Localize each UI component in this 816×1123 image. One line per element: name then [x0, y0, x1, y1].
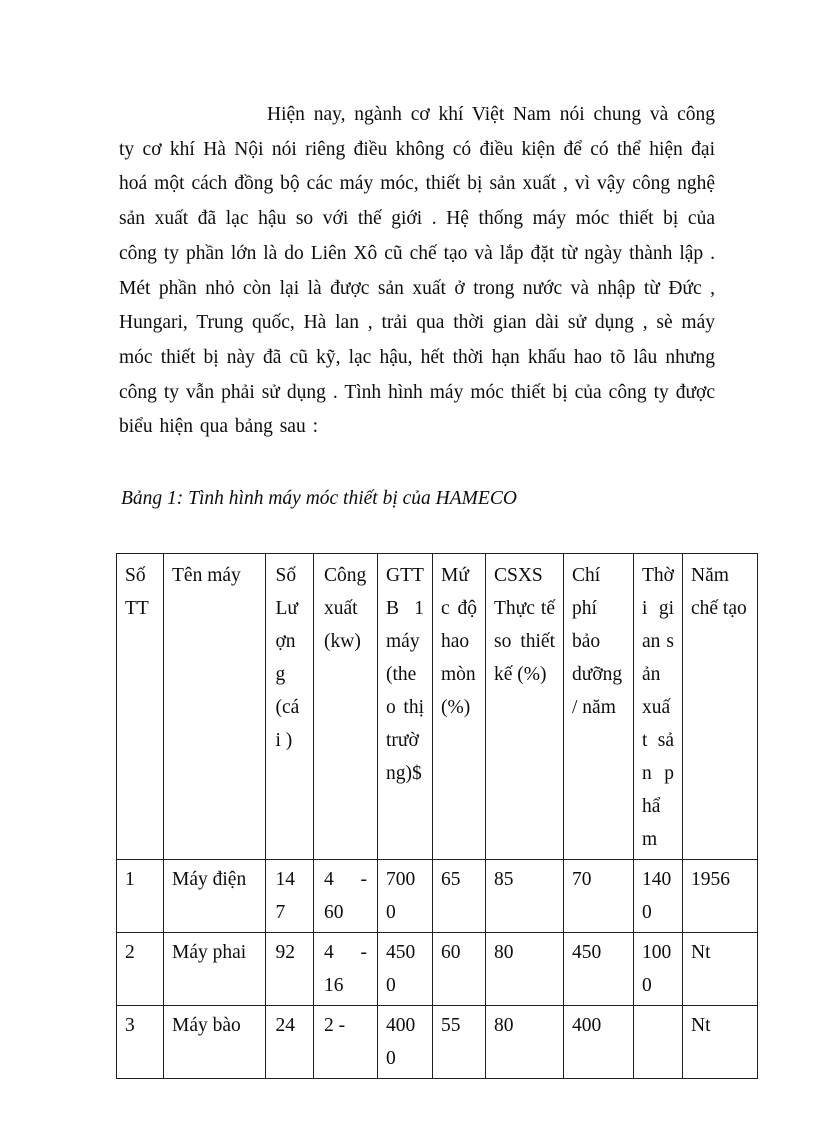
table-cell-r1c2: Máy điện — [163, 859, 266, 933]
table-cell-r1c1: 1 — [116, 859, 164, 933]
table-cell-r3c9 — [633, 1005, 683, 1079]
table-cell-r1c9: 1400 — [633, 859, 683, 933]
table-cell-r3c4: 2 - — [313, 1005, 378, 1079]
table-cell-r3c10: Nt — [682, 1005, 758, 1079]
column-header-1: Số TT — [116, 553, 164, 860]
column-header-4: Công xuất (kw) — [313, 553, 378, 860]
table-header-row: Số TT Tên máy Số Lượng (cái ) Công xuất (kw… — [116, 553, 758, 860]
table-cell-r3c3: 24 — [265, 1005, 314, 1079]
table-cell-r1c5: 7000 — [377, 859, 433, 933]
table-cell-r1c10: 1956 — [682, 859, 758, 933]
column-header-9: Thời gian sản xuất sản phẩm — [633, 553, 683, 860]
table-cell-r2c3: 92 — [265, 932, 314, 1006]
table-cell-r1c4: 4 - 60 — [313, 859, 378, 933]
table-cell-r2c4: 4 - 16 — [313, 932, 378, 1006]
body-paragraph: Hiện nay, ngành cơ khí Việt Nam nói chun… — [119, 104, 715, 438]
table-cell-r3c8: 400 — [563, 1005, 634, 1079]
table-cell-r1c3: 147 — [265, 859, 314, 933]
table-cell-r1c8: 70 — [563, 859, 634, 933]
table-row: 3 Máy bào 24 2 -4000 55 80 400 Nt — [116, 1005, 758, 1079]
table-cell-r2c8: 450 — [563, 932, 634, 1006]
table-cell-r2c9: 1000 — [633, 932, 683, 1006]
table-cell-r3c2: Máy bào — [163, 1005, 266, 1079]
column-header-3: Số Lượng (cái ) — [265, 553, 314, 860]
column-header-5: GTTB 1 máy (theo thị trường)$ — [377, 553, 433, 860]
table-cell-r2c10: Nt — [682, 932, 758, 1006]
table-cell-r2c2: Máy phai — [163, 932, 266, 1006]
machinery-table: Số TT Tên máy Số Lượng (cái ) Công xuất (kw… — [116, 553, 758, 1079]
table-row: 2 Máy phai 92 4 - 16 4500 60 80 450 1000 Nt — [116, 932, 758, 1006]
table-cell-r1c7: 85 — [485, 859, 564, 933]
column-header-2: Tên máy — [163, 553, 266, 860]
column-header-10: Năm chế tạo — [682, 553, 758, 860]
table-cell-r2c5: 4500 — [377, 932, 433, 1006]
table-caption: Bảng 1: Tình hình máy móc thiết bị của H… — [121, 488, 517, 509]
table-cell-r3c1: 3 — [116, 1005, 164, 1079]
column-header-8: Chí phí bảo dưỡng/ năm — [563, 553, 634, 860]
table-cell-r2c1: 2 — [116, 932, 164, 1006]
column-header-6: Mức độ hao mòn (%) — [432, 553, 486, 860]
table-cell-r1c6: 65 — [432, 859, 486, 933]
table-cell-r3c5: 4000 — [377, 1005, 433, 1079]
table-cell-r3c6: 55 — [432, 1005, 486, 1079]
table-row: 1 Máy điện 147 4 - 60 7000 65 85 70 1400 1956 — [116, 859, 758, 933]
column-header-7: CSXS Thực tế so thiết kế (%) — [485, 553, 564, 860]
table-cell-r2c6: 60 — [432, 932, 486, 1006]
table-cell-r2c7: 80 — [485, 932, 564, 1006]
table-cell-r3c7: 80 — [485, 1005, 564, 1079]
